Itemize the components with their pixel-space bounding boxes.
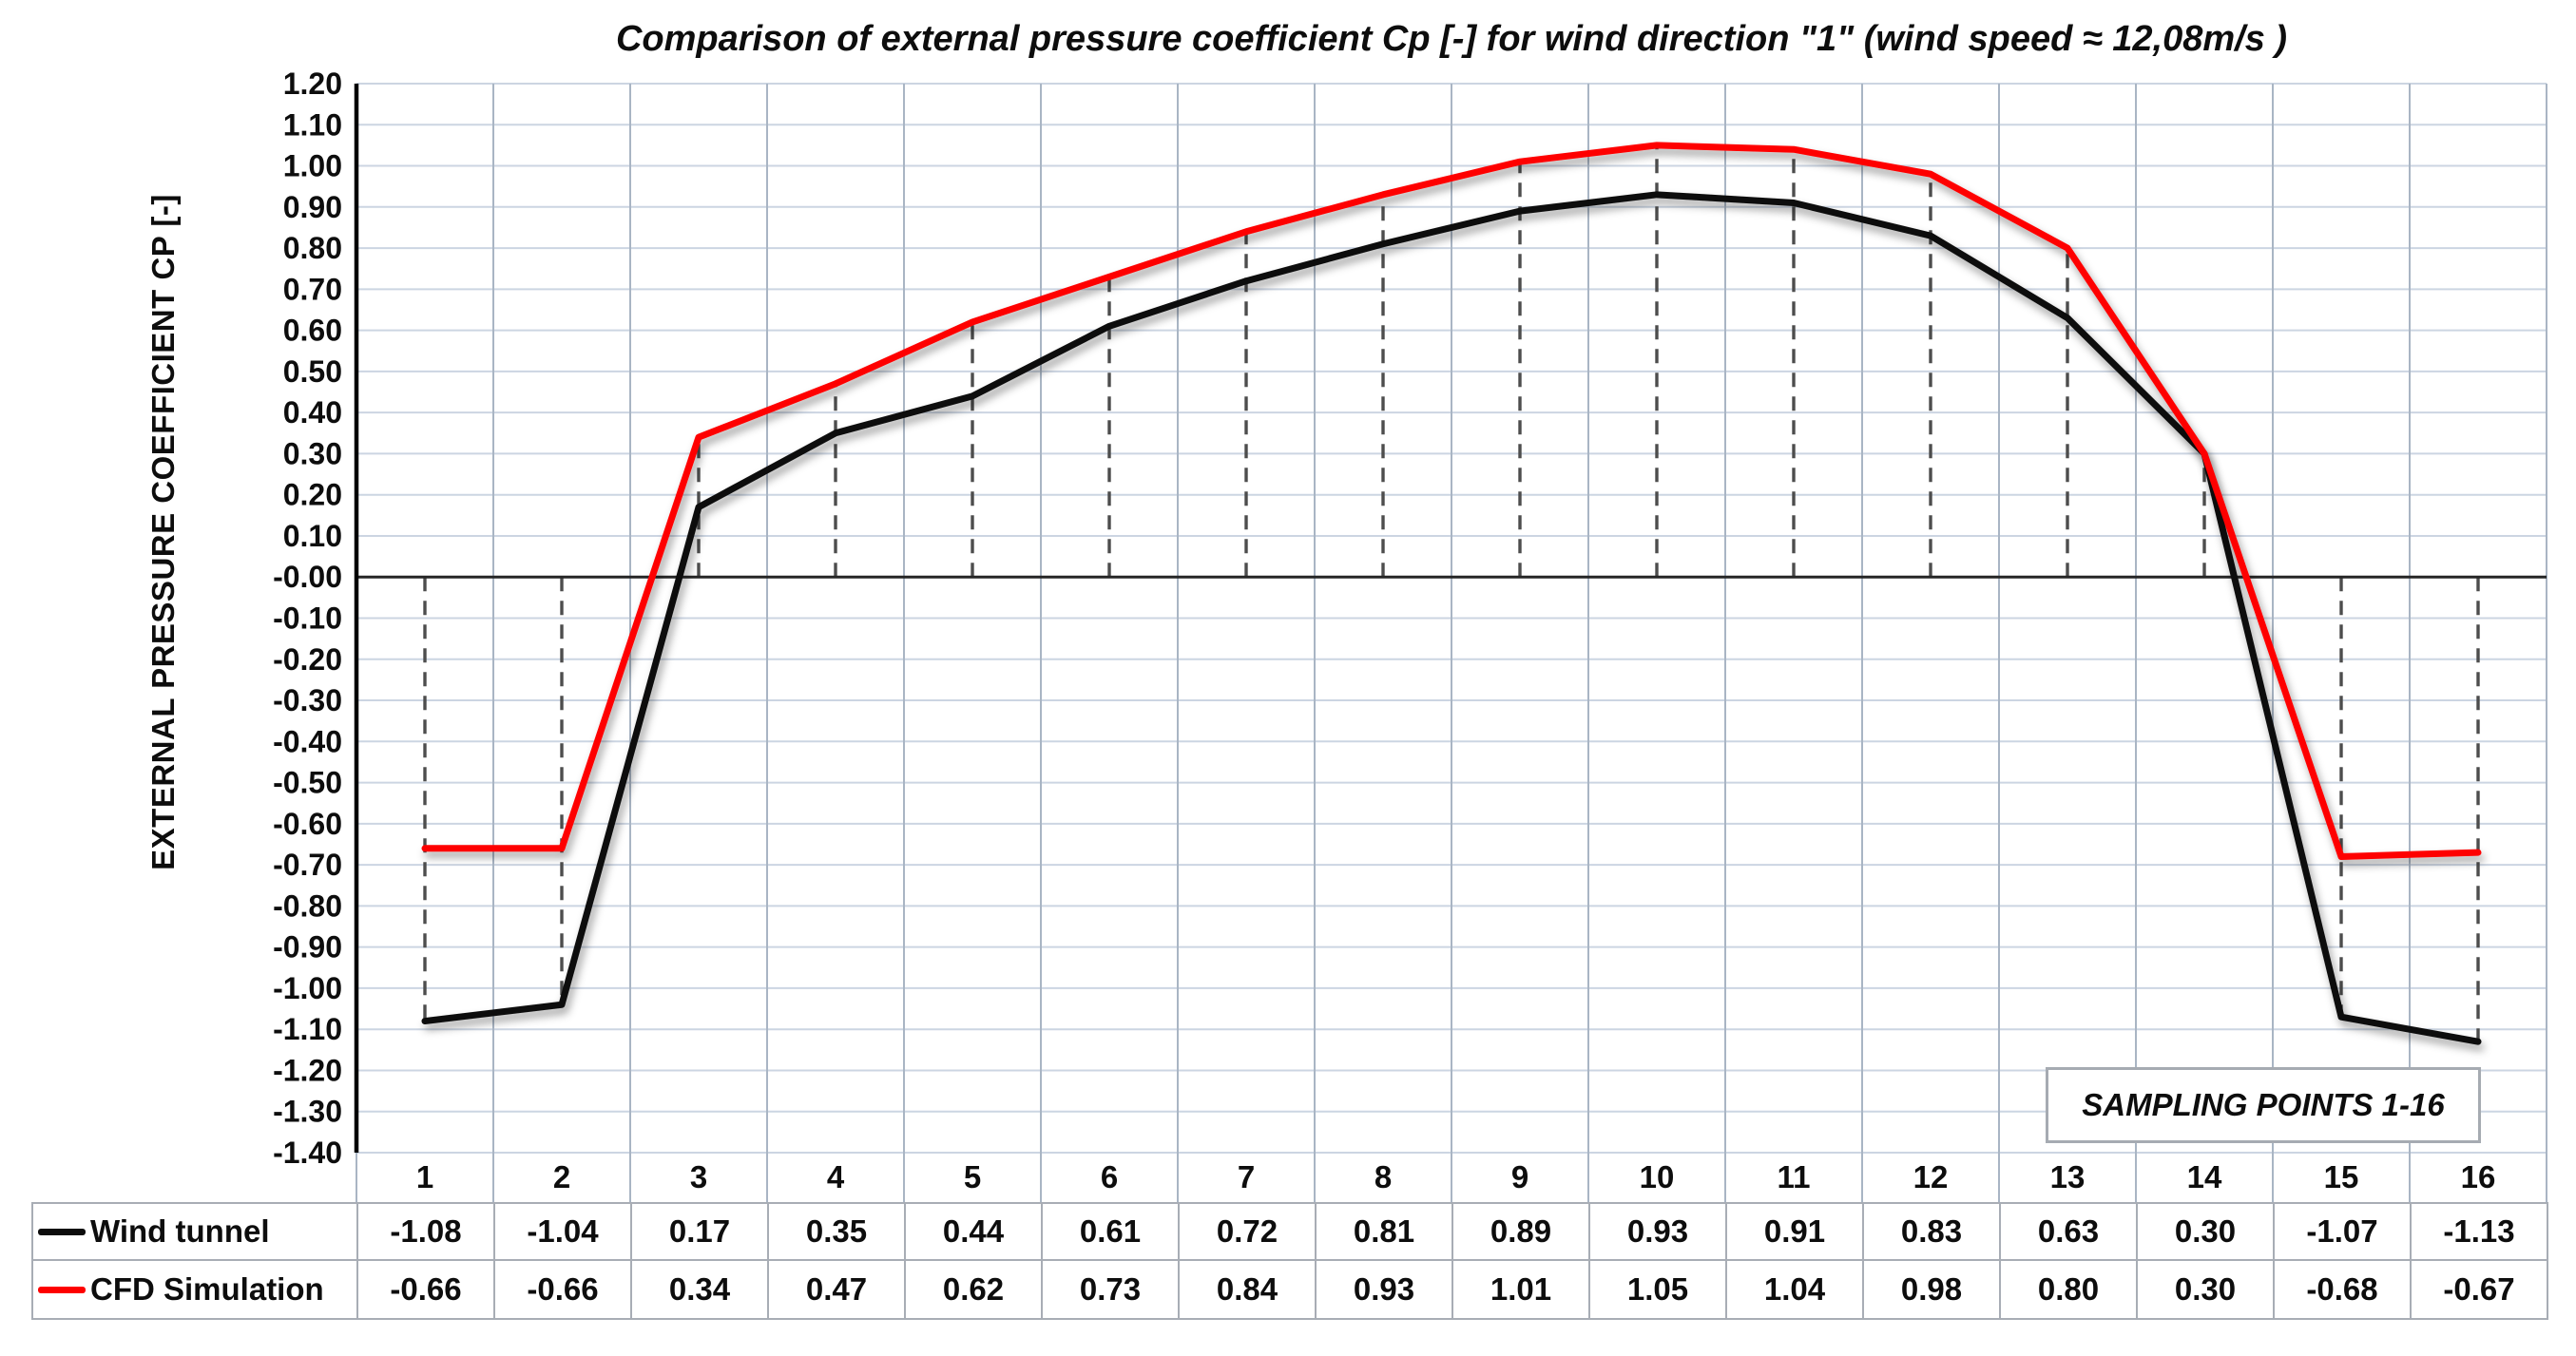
annotation-box: SAMPLING POINTS 1-16 bbox=[2046, 1067, 2481, 1143]
y-tick-label: -1.30 bbox=[273, 1095, 342, 1129]
y-tick-label: 0.60 bbox=[283, 314, 342, 348]
y-tick-label: 0.80 bbox=[283, 231, 342, 265]
value-cell: -0.67 bbox=[2412, 1261, 2548, 1320]
chart-title: Comparison of external pressure coeffici… bbox=[615, 19, 2288, 59]
value-cell: 1.05 bbox=[1590, 1261, 1727, 1320]
y-tick-label: 1.10 bbox=[283, 107, 342, 142]
legend-series-label: CFD Simulation bbox=[90, 1271, 324, 1307]
value-cell: 0.80 bbox=[2001, 1261, 2138, 1320]
value-cell: 0.35 bbox=[769, 1204, 906, 1261]
value-cell: 0.91 bbox=[1727, 1204, 1864, 1261]
x-tick-label: 3 bbox=[690, 1159, 707, 1194]
value-cell: 0.30 bbox=[2138, 1204, 2275, 1261]
y-tick-label: 0.40 bbox=[283, 395, 342, 430]
value-cell: 0.47 bbox=[769, 1261, 906, 1320]
x-tick-label: 14 bbox=[2187, 1159, 2222, 1194]
value-cell: 0.93 bbox=[1590, 1204, 1727, 1261]
value-cell: -1.07 bbox=[2275, 1204, 2412, 1261]
x-tick-label: 1 bbox=[416, 1159, 433, 1194]
value-cell: -1.04 bbox=[495, 1204, 632, 1261]
legend-series-label: Wind tunnel bbox=[90, 1213, 270, 1249]
x-tick-label: 11 bbox=[1778, 1159, 1811, 1194]
y-tick-label: 0.20 bbox=[283, 478, 342, 512]
y-tick-label: -1.20 bbox=[273, 1053, 342, 1087]
y-tick-label: 1.20 bbox=[283, 67, 342, 101]
x-tick-label: 9 bbox=[1511, 1159, 1528, 1194]
value-cell: 0.81 bbox=[1317, 1204, 1453, 1261]
annotation-text: SAMPLING POINTS 1-16 bbox=[2082, 1087, 2445, 1122]
y-tick-label: -0.40 bbox=[273, 724, 342, 758]
x-tick-label: 5 bbox=[964, 1159, 981, 1194]
value-cell: 0.98 bbox=[1864, 1261, 2001, 1320]
value-cell: 0.89 bbox=[1453, 1204, 1590, 1261]
y-tick-label: 1.00 bbox=[283, 149, 342, 183]
value-cell: 0.84 bbox=[1180, 1261, 1317, 1320]
legend-line-swatch bbox=[38, 1286, 86, 1293]
x-tick-label: 10 bbox=[1640, 1159, 1675, 1194]
x-tick-label: 16 bbox=[2461, 1159, 2496, 1194]
value-cell: 0.62 bbox=[906, 1261, 1043, 1320]
legend-line-swatch bbox=[38, 1228, 86, 1235]
value-cell: 1.01 bbox=[1453, 1261, 1590, 1320]
y-tick-label: 0.10 bbox=[283, 519, 342, 553]
y-tick-label: -0.70 bbox=[273, 848, 342, 882]
y-tick-label: -1.10 bbox=[273, 1012, 342, 1046]
series-line-wind-tunnel bbox=[421, 191, 2482, 1045]
value-cell: 0.72 bbox=[1180, 1204, 1317, 1261]
x-tick-label: 7 bbox=[1238, 1159, 1255, 1194]
value-cell: 0.34 bbox=[632, 1261, 769, 1320]
y-tick-label: -0.90 bbox=[273, 930, 342, 964]
y-tick-label: 0.70 bbox=[283, 272, 342, 306]
x-tick-label: 12 bbox=[1913, 1159, 1949, 1194]
y-tick-label: -0.20 bbox=[273, 642, 342, 677]
value-cell: -0.66 bbox=[358, 1261, 495, 1320]
x-tick-label: 13 bbox=[2050, 1159, 2086, 1194]
y-tick-label: 0.50 bbox=[283, 354, 342, 389]
value-cell: -0.68 bbox=[2275, 1261, 2412, 1320]
value-cell: 0.17 bbox=[632, 1204, 769, 1261]
legend-cell: CFD Simulation bbox=[33, 1261, 358, 1320]
value-cell: 0.44 bbox=[906, 1204, 1043, 1261]
y-tick-label: -0.80 bbox=[273, 888, 342, 923]
value-cell: 0.30 bbox=[2138, 1261, 2275, 1320]
value-cell: 0.93 bbox=[1317, 1261, 1453, 1320]
value-cell: 0.83 bbox=[1864, 1204, 2001, 1261]
y-tick-label: -1.40 bbox=[273, 1136, 342, 1170]
y-tick-label: -1.00 bbox=[273, 971, 342, 1005]
x-tick-label: 4 bbox=[827, 1159, 845, 1194]
x-tick-label: 15 bbox=[2324, 1159, 2359, 1194]
x-tick-label: 6 bbox=[1101, 1159, 1118, 1194]
x-tick-label: 8 bbox=[1375, 1159, 1392, 1194]
y-tick-label: -0.50 bbox=[273, 766, 342, 800]
legend-cell: Wind tunnel bbox=[33, 1204, 358, 1261]
value-cell: 1.04 bbox=[1727, 1261, 1864, 1320]
y-tick-label: -0.30 bbox=[273, 683, 342, 717]
value-cell: -1.13 bbox=[2412, 1204, 2548, 1261]
y-tick-label: -0.00 bbox=[273, 560, 342, 594]
x-tick-label: 2 bbox=[553, 1159, 570, 1194]
value-cell: 0.63 bbox=[2001, 1204, 2138, 1261]
data-table: Wind tunnel -1.08 -1.04 0.17 0.35 0.44 0.61 0.7… bbox=[31, 1202, 2548, 1320]
value-cell: -1.08 bbox=[358, 1204, 495, 1261]
y-tick-label: 0.90 bbox=[283, 190, 342, 224]
value-cell: -0.66 bbox=[495, 1261, 632, 1320]
y-tick-label: -0.60 bbox=[273, 807, 342, 841]
y-tick-label: -0.10 bbox=[273, 602, 342, 636]
value-cell: 0.61 bbox=[1043, 1204, 1180, 1261]
value-cell: 0.73 bbox=[1043, 1261, 1180, 1320]
series-line-cfd-simulation bbox=[421, 142, 2482, 860]
y-tick-label: 0.30 bbox=[283, 436, 342, 470]
